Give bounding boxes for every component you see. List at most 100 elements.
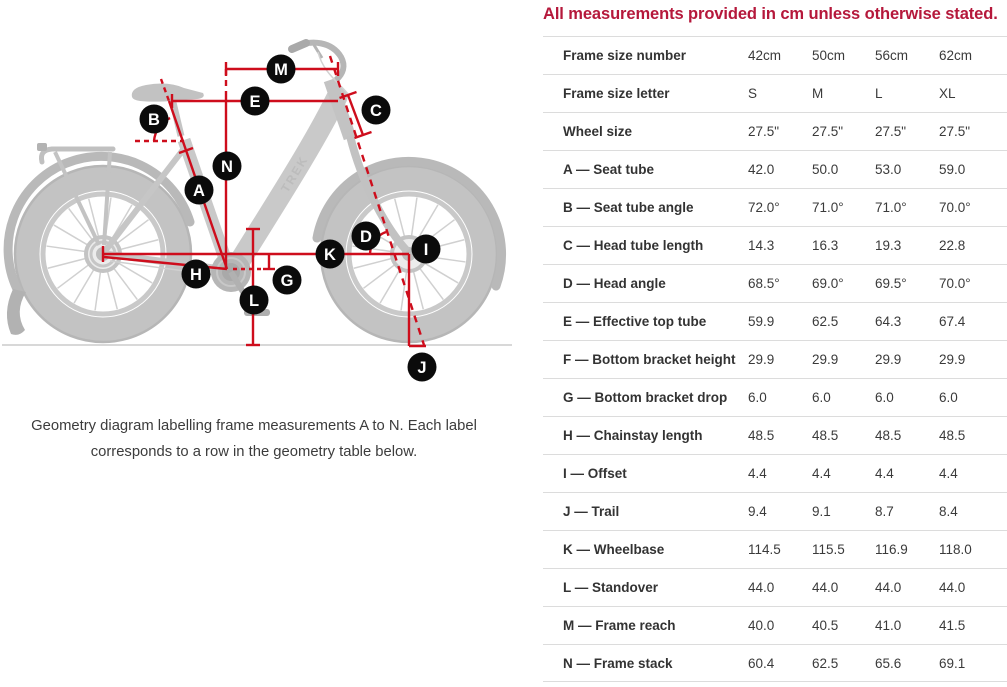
row-value: 9.4 — [748, 504, 767, 519]
table-row: H — Chainstay length 48.5 48.5 48.5 48.5 — [543, 416, 1007, 454]
row-value: 70.0° — [939, 276, 971, 291]
row-value: 68.5° — [748, 276, 780, 291]
row-value: 114.5 — [748, 542, 781, 557]
row-label: H — Chainstay length — [563, 428, 703, 443]
row-label: N — Frame stack — [563, 655, 673, 671]
marker-a-label: A — [193, 182, 205, 200]
row-value: 62.5 — [812, 655, 839, 671]
row-value: 16.3 — [812, 238, 839, 253]
row-value: 14.3 — [748, 238, 775, 253]
row-value: 62.5 — [812, 314, 839, 329]
row-value: 70.0° — [939, 200, 971, 215]
row-value: 27.5" — [939, 124, 971, 139]
row-value: 22.8 — [939, 238, 966, 253]
row-value: 27.5" — [748, 124, 780, 139]
row-value: 8.7 — [875, 504, 894, 519]
row-value: 69.1 — [939, 655, 966, 671]
table-row: D — Head angle 68.5° 69.0° 69.5° 70.0° — [543, 264, 1007, 302]
marker-l-badge — [239, 285, 269, 315]
marker-e-badge — [240, 86, 270, 116]
row-value: 67.4 — [939, 314, 966, 329]
row-value: 29.9 — [939, 352, 966, 367]
row-label: E — Effective top tube — [563, 314, 707, 329]
table-row: K — Wheelbase 114.5 115.5 116.9 118.0 — [543, 530, 1007, 568]
marker-g-badge — [272, 265, 302, 295]
row-value: 4.4 — [748, 466, 767, 481]
rear-rack — [39, 146, 116, 165]
marker-k-badge — [315, 239, 345, 269]
table-row: C — Head tube length 14.3 16.3 19.3 22.8 — [543, 226, 1007, 264]
row-value: 48.5 — [875, 428, 902, 443]
row-value: 41.5 — [939, 618, 966, 633]
caption-line-2: corresponds to a row in the geometry tab… — [90, 444, 418, 460]
marker-b-badge — [139, 104, 169, 134]
rear-light — [37, 143, 47, 151]
table-row: N — Frame stack 60.4 62.5 65.6 69.1 — [543, 644, 1007, 682]
diagram-caption: Geometry diagram labelling frame measure… — [4, 413, 504, 465]
rack-strut — [53, 151, 101, 246]
row-value: 29.9 — [748, 352, 775, 367]
table-row: L — Standover 44.0 44.0 44.0 44.0 — [543, 568, 1007, 606]
front-fender — [312, 156, 507, 291]
geometry-panel: All measurements provided in cm unless o… — [543, 0, 1007, 682]
row-value: 69.0° — [812, 276, 844, 291]
row-value: 56cm — [875, 48, 909, 63]
table-row: M — Frame reach 40.0 40.5 41.0 41.5 — [543, 606, 1007, 644]
seat-tube-line-dashed — [159, 78, 171, 102]
row-value: 53.0 — [875, 162, 902, 177]
marker-a-badge — [184, 175, 214, 205]
row-value: 60.4 — [748, 655, 775, 671]
row-value: 69.5° — [875, 276, 907, 291]
row-label: G — Bottom bracket drop — [563, 390, 728, 405]
row-value: 40.5 — [812, 618, 839, 633]
row-value: 27.5" — [812, 124, 844, 139]
geometry-table: Frame size number 42cm 50cm 56cm 62cm Frame s… — [543, 36, 1007, 682]
row-value: 50.0 — [812, 162, 839, 177]
table-row: G — Bottom bracket drop 6.0 6.0 6.0 6.0 — [543, 378, 1007, 416]
saddle — [131, 83, 204, 102]
rear-mudflap — [6, 289, 26, 335]
table-row: B — Seat tube angle 72.0° 71.0° 71.0° 70.0° — [543, 188, 1007, 226]
table-row: Wheel size 27.5" 27.5" 27.5" 27.5" — [543, 112, 1007, 150]
table-row: Frame size letter S M L XL — [543, 74, 1007, 112]
marker-j-label: J — [417, 359, 426, 377]
row-label: J — Trail — [563, 504, 620, 519]
row-label: F — Bottom bracket height — [563, 352, 736, 367]
row-value: 6.0 — [748, 390, 767, 405]
row-value: 62cm — [939, 48, 973, 63]
row-value: M — [812, 86, 824, 101]
marker-m-label: M — [274, 61, 288, 79]
marker-n-badge — [212, 151, 242, 181]
row-value: 6.0 — [939, 390, 958, 405]
seat-tube — [177, 137, 236, 273]
row-value: 6.0 — [812, 390, 831, 405]
row-value: S — [748, 86, 758, 101]
head-tube-length-line — [346, 94, 365, 136]
marker-i-badge — [411, 234, 441, 264]
marker-g-label: G — [281, 272, 294, 290]
row-label: K — Wheelbase — [563, 542, 665, 557]
marker-b-label: B — [148, 111, 160, 129]
geometry-diagram: TREK — [0, 0, 540, 400]
row-value: L — [875, 86, 883, 101]
chainring — [216, 257, 246, 287]
head-tube — [323, 77, 357, 141]
row-value: 27.5" — [875, 124, 907, 139]
row-label: L — Standover — [563, 580, 659, 595]
row-value: 41.0 — [875, 618, 902, 633]
row-value: 50cm — [812, 48, 846, 63]
row-value: 48.5 — [748, 428, 775, 443]
row-value: 42cm — [748, 48, 782, 63]
marker-i-label: I — [424, 241, 429, 259]
brake-lever — [312, 44, 324, 59]
table-row: E — Effective top tube 59.9 62.5 64.3 67.4 — [543, 302, 1007, 340]
row-label: I — Offset — [563, 466, 627, 481]
rear-fender — [3, 151, 195, 298]
seat-tube-tick — [178, 146, 194, 155]
row-value: 44.0 — [939, 580, 966, 595]
measurement-markers: A B C D E G H I J K L M N — [139, 54, 441, 382]
table-row: I — Offset 4.4 4.4 4.4 4.4 — [543, 454, 1007, 492]
rack-strut — [102, 151, 112, 246]
marker-h-badge — [181, 259, 211, 289]
row-value: 42.0 — [748, 162, 775, 177]
